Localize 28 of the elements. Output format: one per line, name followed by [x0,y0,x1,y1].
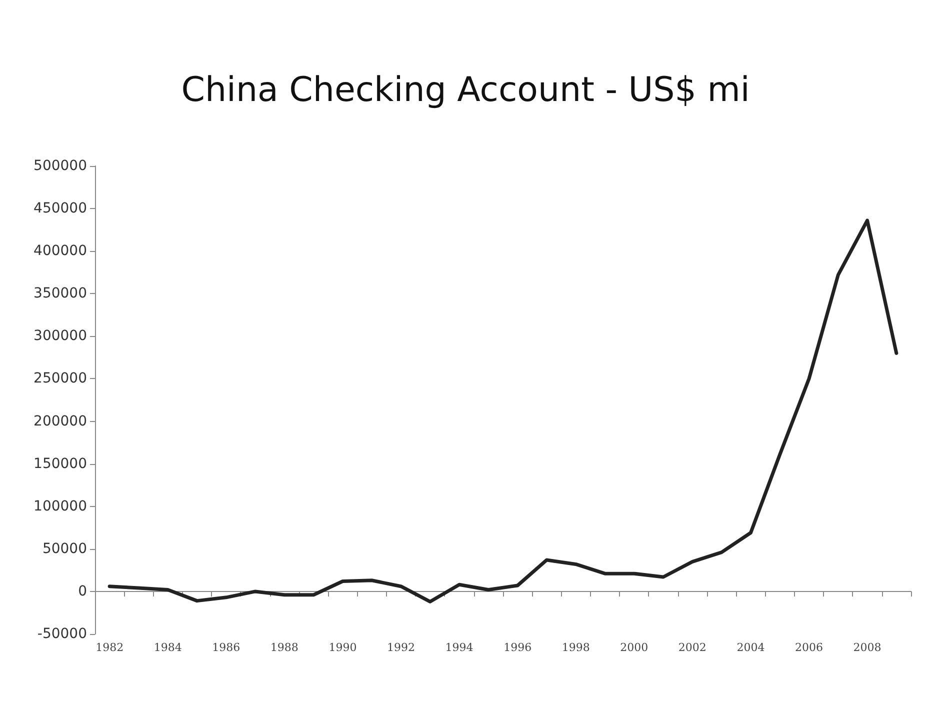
x-tick-label: 1992 [387,641,415,654]
x-tick-label: 2002 [678,641,706,654]
y-tick-label: 400000 [34,243,87,260]
y-tick-label: 250000 [34,370,87,387]
x-tick-label: 2006 [795,641,823,654]
y-tick-label: 0 [78,583,87,600]
line-series [108,218,898,604]
y-tick-label: 100000 [34,498,87,514]
x-tick-label: 1990 [328,641,357,654]
x-tick-label: 1996 [504,641,532,654]
y-tick-label: 500000 [34,158,87,174]
y-tick-label: 200000 [34,413,87,430]
x-tick-label: 2004 [736,641,765,654]
x-tick-label: 1988 [270,641,298,654]
chart-title: China Checking Account - US$ mi [181,70,750,110]
y-tick-label: 350000 [34,286,87,302]
x-tick-label: 1994 [445,641,474,654]
x-tick-label: 2000 [620,641,648,654]
y-tick-label: 50000 [42,540,87,557]
y-tick-label: 300000 [34,328,87,344]
y-tick-label: 450000 [34,200,87,217]
x-tick-label: 1986 [212,641,240,654]
y-tick-label: -50000 [37,626,87,642]
x-tick-label: 1984 [154,641,182,654]
x-tick-label: 1998 [562,641,590,654]
x-tick-label: 2008 [853,641,882,654]
x-tick-label: 1982 [96,641,124,654]
y-tick-label: 150000 [34,456,87,472]
